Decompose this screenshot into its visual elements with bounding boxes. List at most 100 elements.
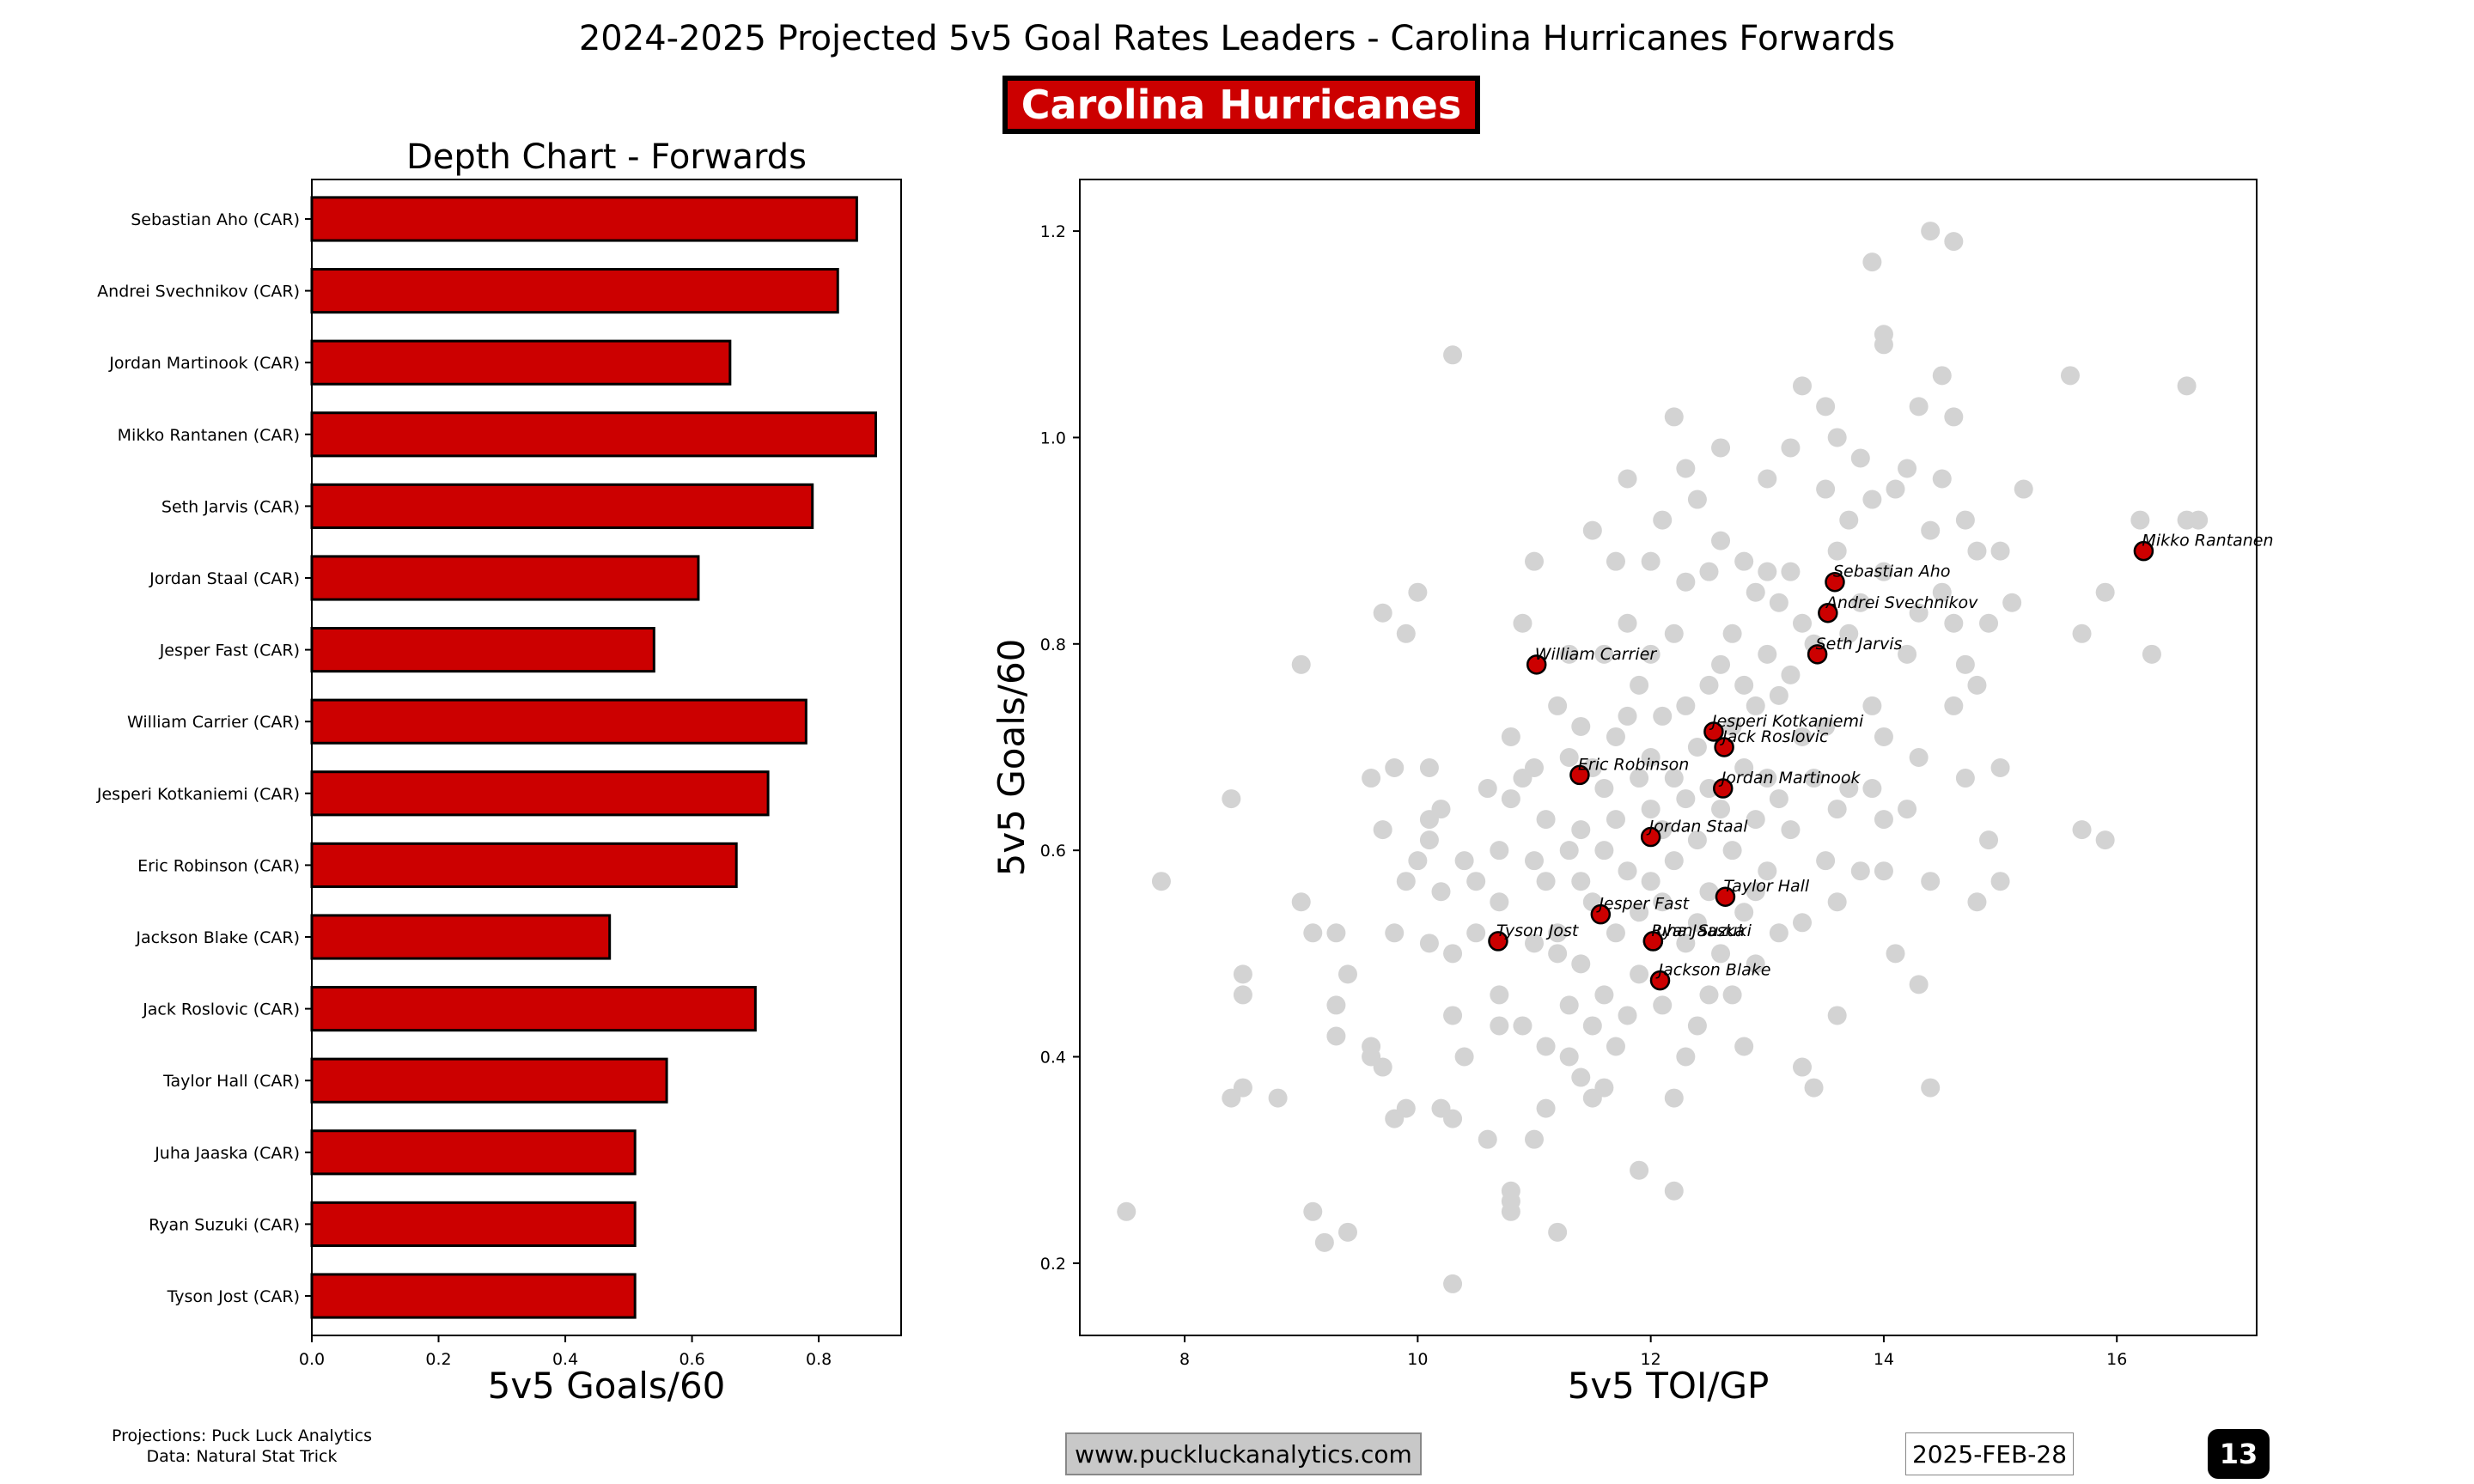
highlighted-point xyxy=(1818,603,1838,623)
bar-category-label: Jack Roslovic (CAR) xyxy=(142,1000,300,1019)
scatter-point xyxy=(1711,800,1731,819)
scatter-point xyxy=(1769,789,1788,809)
bar-category-label: Jordan Martinook (CAR) xyxy=(108,354,300,373)
scatter-point xyxy=(1827,428,1847,447)
scatter-point xyxy=(1944,232,1964,252)
highlighted-point-label: Jordan Martinook xyxy=(1718,769,1862,788)
scatter-point xyxy=(1758,562,1777,581)
scatter-point xyxy=(1536,1098,1556,1118)
scatter-point xyxy=(1641,872,1661,891)
scatter-point xyxy=(1594,644,1614,664)
highlighted-point xyxy=(2133,540,2154,562)
scatter-point xyxy=(1746,696,1765,715)
scatter-point xyxy=(1990,758,2010,778)
scatter-point xyxy=(1548,1222,1568,1242)
scatter-point xyxy=(1525,934,1545,953)
scatter-point xyxy=(1571,820,1591,840)
highlighted-point-label: Juha Jaaska xyxy=(1648,921,1745,940)
scatter-point xyxy=(1990,541,2010,561)
scatter-point xyxy=(2060,366,2080,386)
scatter-x-axis-label: 5v5 TOI/GP xyxy=(1568,1365,1770,1407)
x-tick-label: 0.0 xyxy=(299,1350,325,1369)
highlighted-point-label: Sebastian Aho xyxy=(1833,563,1950,581)
highlighted-point-label: William Carrier xyxy=(1535,645,1658,664)
scatter-point xyxy=(1641,644,1661,664)
scatter-point xyxy=(1478,1129,1497,1149)
scatter-point xyxy=(1909,748,1929,767)
y-tick-label: 1.0 xyxy=(1040,429,1066,447)
scatter-point xyxy=(1722,716,1742,736)
scatter-point xyxy=(1490,892,1509,912)
scatter-point xyxy=(1769,923,1788,943)
scatter-point xyxy=(1676,934,1696,953)
scatter-point xyxy=(1233,1078,1252,1098)
x-tick-label: 8 xyxy=(1179,1350,1190,1369)
scatter-point xyxy=(1443,1274,1463,1293)
bar xyxy=(310,1273,637,1319)
scatter-point xyxy=(1722,985,1742,1005)
scatter-point xyxy=(1898,644,1917,664)
scatter-point xyxy=(1699,985,1719,1005)
scatter-point xyxy=(1955,654,1975,674)
scatter-point xyxy=(1594,779,1614,799)
bar xyxy=(310,986,757,1032)
credits-data-source: Data: Natural Stat Trick xyxy=(146,1447,338,1466)
highlighted-point-label: Ryan Suzuki xyxy=(1651,921,1752,940)
scatter-point xyxy=(1944,613,1964,633)
scatter-point xyxy=(1664,623,1684,643)
scatter-point xyxy=(1151,872,1171,891)
toi-vs-goals-scatter-chart: Mikko Rantanen Sebastian Aho Andrei Svechn… xyxy=(990,179,2274,1407)
bar xyxy=(310,268,839,314)
page-number: 13 xyxy=(2208,1429,2270,1479)
scatter-point xyxy=(1967,892,1987,912)
scatter-point xyxy=(1781,438,1801,458)
scatter-point xyxy=(1932,366,1952,386)
scatter-point xyxy=(1373,1057,1392,1077)
scatter-point xyxy=(1478,779,1497,799)
scatter-point xyxy=(1594,1078,1614,1098)
scatter-point xyxy=(1781,820,1801,840)
date-label: 2025-FEB-28 xyxy=(1905,1432,2074,1475)
scatter-point xyxy=(1758,769,1777,788)
scatter-point xyxy=(1909,603,1929,623)
scatter-point xyxy=(1792,613,1812,633)
scatter-point xyxy=(1862,252,1882,272)
scatter-point xyxy=(1687,1016,1707,1036)
scatter-point xyxy=(1874,727,1893,746)
highlighted-point xyxy=(1713,778,1734,799)
scatter-point xyxy=(1594,985,1614,1005)
highlighted-point xyxy=(1825,571,1845,593)
scatter-point xyxy=(1769,685,1788,705)
scatter-point xyxy=(1804,1078,1824,1098)
x-tick-label: 0.8 xyxy=(806,1350,832,1369)
highlighted-point xyxy=(1703,721,1724,742)
x-tick-label: 0.4 xyxy=(552,1350,578,1369)
website-link[interactable]: www.puckluckanalytics.com xyxy=(1065,1432,1422,1475)
bar-category-label: Jesper Fast (CAR) xyxy=(159,642,300,660)
scatter-point xyxy=(1676,572,1696,592)
highlighted-point-label: Jordan Staal xyxy=(1646,818,1749,836)
scatter-point xyxy=(1606,1037,1625,1056)
bar-category-label: Jackson Blake (CAR) xyxy=(135,928,300,947)
scatter-point xyxy=(1117,1201,1136,1221)
scatter-point xyxy=(1431,800,1451,819)
scatter-point xyxy=(1641,748,1661,767)
scatter-point xyxy=(1630,1160,1649,1180)
highlighted-point-label: Jesper Fast xyxy=(1595,895,1690,914)
bar xyxy=(310,1201,637,1247)
scatter-point xyxy=(1419,830,1439,850)
scatter-point xyxy=(1431,882,1451,902)
scatter-point xyxy=(1862,696,1882,715)
highlighted-point xyxy=(1715,886,1736,907)
scatter-point xyxy=(2095,582,2115,602)
scatter-point xyxy=(1291,654,1311,674)
scatter-point xyxy=(1699,882,1719,902)
y-tick-label: 1.2 xyxy=(1040,222,1066,241)
scatter-point xyxy=(1862,490,1882,509)
scatter-point xyxy=(1850,593,1870,612)
bar xyxy=(310,555,700,601)
scatter-point xyxy=(1618,469,1637,489)
scatter-point xyxy=(1582,1016,1602,1036)
scatter-point xyxy=(1711,944,1731,964)
highlighted-point xyxy=(1714,737,1734,757)
